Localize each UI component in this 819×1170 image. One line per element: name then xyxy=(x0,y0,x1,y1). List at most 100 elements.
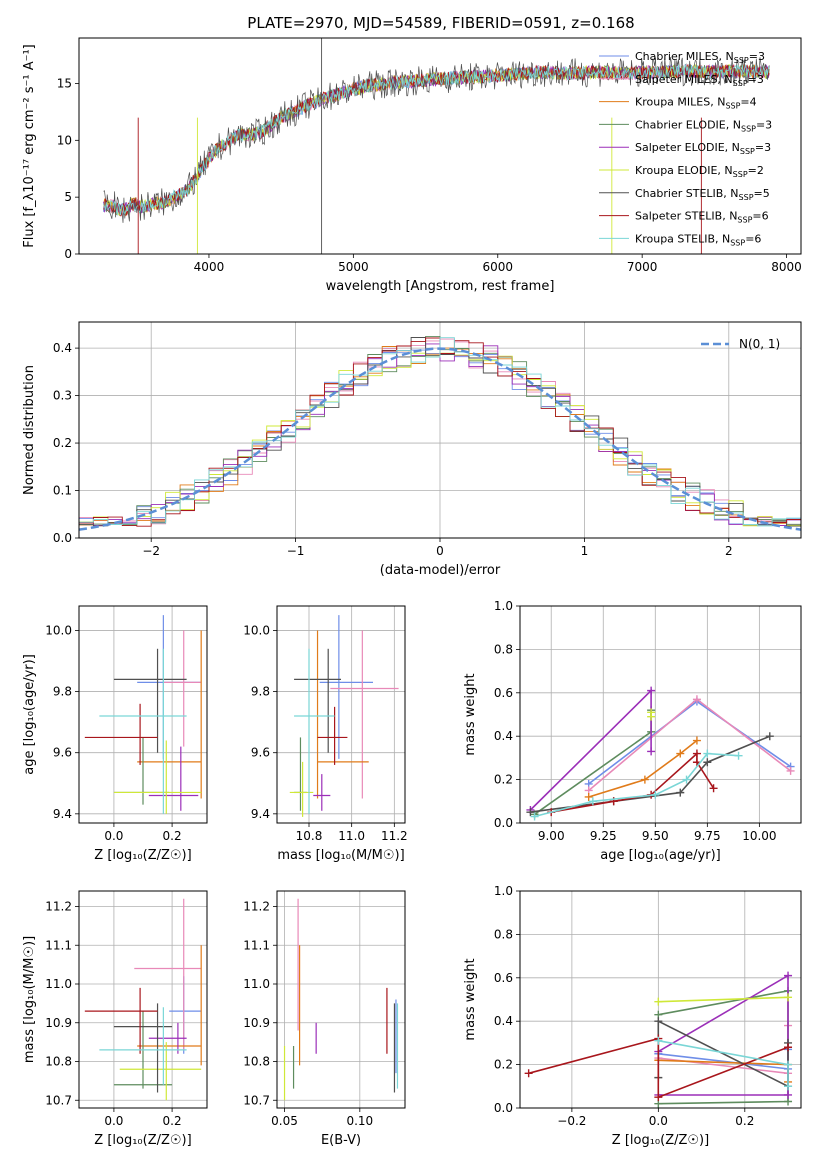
spectrum-line xyxy=(103,63,770,216)
y-tick-label: 11.0 xyxy=(243,977,270,991)
plot-area xyxy=(283,898,399,1101)
x-tick-label: 0.2 xyxy=(163,1114,182,1128)
y-axis-label: mass weight xyxy=(463,673,478,755)
y-axis-label: Flux [f_λ10⁻¹⁷ erg cm⁻² s⁻¹ A⁻¹] xyxy=(22,44,37,248)
plot-area xyxy=(526,686,795,821)
legend-count: =4 xyxy=(740,96,756,109)
y-tick-label: 0.3 xyxy=(53,389,72,403)
y-axis-label: Normed distribution xyxy=(22,365,37,495)
spectrum-line xyxy=(103,63,770,217)
weight-marker xyxy=(734,751,743,760)
weight-marker xyxy=(703,758,712,767)
legend-sub: SSP xyxy=(734,56,749,65)
y-tick-label: 0.0 xyxy=(494,1101,513,1115)
legend-sub: SSP xyxy=(737,216,752,225)
y-tick-label: 0.8 xyxy=(494,927,513,941)
legend-count: =2 xyxy=(748,164,764,177)
y-tick-label: 1.0 xyxy=(494,884,513,898)
mass-weight-vs-metallicity-panel: −0.2 0.0 0.2 0.0 0.2 0.4 0.6 0.8 1.0 Z [log₁₀(Z/Z… xyxy=(463,884,802,1148)
gaussian-curve xyxy=(79,347,801,531)
legend-label: Kroupa STELIB, NSSP=6 xyxy=(635,232,761,247)
y-tick-label: 0.2 xyxy=(53,436,72,450)
legend-sub: SSP xyxy=(741,124,756,133)
weight-line xyxy=(657,974,789,1096)
y-tick-label: 11.2 xyxy=(45,900,72,914)
weight-marker xyxy=(692,749,701,758)
weight-marker xyxy=(784,1060,793,1069)
x-tick-label: 0.0 xyxy=(104,1114,123,1128)
axes-frame xyxy=(519,605,802,824)
y-tick-label: 11.1 xyxy=(45,938,72,952)
x-tick-label: 9.75 xyxy=(694,829,721,843)
weight-marker xyxy=(709,784,718,793)
legend-sub: SSP xyxy=(733,170,748,179)
axes-frame xyxy=(276,890,406,1109)
plot-area xyxy=(84,898,202,1101)
weight-marker xyxy=(654,1093,663,1102)
y-tick-label: 0.2 xyxy=(494,1058,513,1072)
axes-frame xyxy=(276,605,406,824)
y-axis-label: age [log₁₀(age/yr)] xyxy=(22,654,37,775)
weight-line xyxy=(551,751,715,813)
y-tick-label: 0.8 xyxy=(494,642,513,656)
y-tick-label: 9.4 xyxy=(53,807,72,821)
legend-sub: SSP xyxy=(733,79,748,88)
y-tick-label: 5 xyxy=(64,190,72,204)
weight-line xyxy=(588,739,698,798)
y-tick-label: 9.6 xyxy=(251,746,270,760)
age-vs-metallicity-panel: 0.0 0.2 9.4 9.6 9.8 10.0 Z [log₁₀(Z/Z☉)] age [l… xyxy=(22,605,208,863)
y-tick-label: 10.0 xyxy=(45,623,72,637)
weight-line xyxy=(588,700,792,785)
x-tick-label: 0.0 xyxy=(104,829,123,843)
axes-frame xyxy=(78,890,208,1109)
weight-line xyxy=(657,1019,789,1088)
weight-line xyxy=(658,996,789,1003)
legend-label: Chabrier ELODIE, NSSP=3 xyxy=(635,118,772,133)
x-tick-label: 0 xyxy=(436,544,444,558)
weight-marker xyxy=(651,790,660,799)
legend-count: =3 xyxy=(749,50,765,63)
axes-frame xyxy=(78,37,802,255)
axes-frame xyxy=(519,890,802,1109)
legend-sub: SSP xyxy=(730,238,745,247)
x-tick-label: 0.2 xyxy=(163,829,182,843)
legend-count: =3 xyxy=(756,118,772,131)
weight-line xyxy=(658,989,789,1105)
x-tick-label: 9.00 xyxy=(538,829,565,843)
legend-label: Kroupa MILES, NSSP=4 xyxy=(635,96,757,111)
legend-label: Salpeter MILES, NSSP=3 xyxy=(635,73,764,88)
legend-label: Kroupa ELODIE, NSSP=2 xyxy=(635,164,764,179)
weight-marker xyxy=(654,1017,663,1026)
weight-marker xyxy=(654,1036,663,1045)
weight-marker xyxy=(524,1069,533,1078)
spectrum-panel: Chabrier MILES, NSSP=3 Salpeter MILES, NS… xyxy=(22,37,802,294)
x-axis-label: wavelength [Angstrom, rest frame] xyxy=(326,279,555,294)
weight-marker xyxy=(526,808,535,817)
legend-label: N(0, 1) xyxy=(739,337,780,351)
x-axis-label: age [log₁₀(age/yr)] xyxy=(600,848,721,863)
plot-area xyxy=(79,335,801,531)
legend-sub: SSP xyxy=(740,147,755,156)
x-tick-label: 0.2 xyxy=(735,1114,754,1128)
x-axis-label: mass [log₁₀(M/M☉)] xyxy=(277,848,404,863)
y-tick-label: 0 xyxy=(64,247,72,261)
legend-count: =5 xyxy=(754,187,770,200)
weight-marker xyxy=(784,993,793,1002)
weight-marker xyxy=(584,792,593,801)
y-tick-label: 9.8 xyxy=(251,685,270,699)
x-axis-label: Z [log₁₀(Z/Z☉)] xyxy=(612,1133,709,1148)
x-tick-label: −0.2 xyxy=(557,1114,586,1128)
plot-area xyxy=(84,615,202,814)
x-tick-label: 5000 xyxy=(338,260,369,274)
y-axis-label: mass weight xyxy=(463,958,478,1040)
legend-label: Salpeter ELODIE, NSSP=3 xyxy=(635,141,771,156)
residuals-panel: N(0, 1) −2 −1 0 1 2 0.0 0.1 0.2 0.3 0.4 (data-model… xyxy=(22,321,802,578)
weight-marker xyxy=(647,686,656,695)
legend-count: =6 xyxy=(752,210,768,223)
weight-marker xyxy=(786,766,795,775)
x-tick-label: −1 xyxy=(287,544,305,558)
x-tick-label: 7000 xyxy=(627,260,658,274)
x-tick-label: 6000 xyxy=(482,260,513,274)
weight-marker xyxy=(640,775,649,784)
y-tick-label: 10.0 xyxy=(243,623,270,637)
